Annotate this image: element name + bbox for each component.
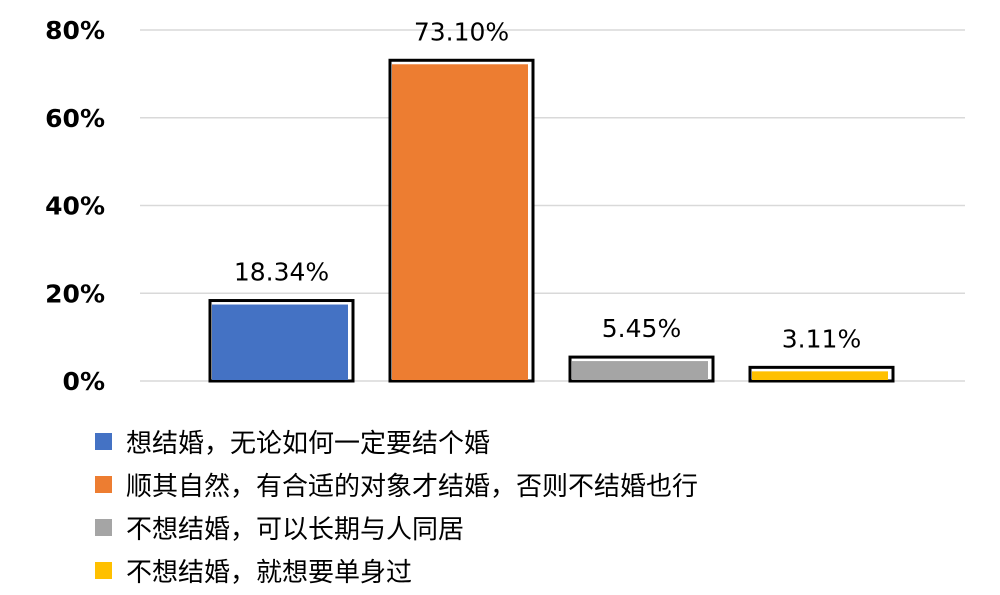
data-label: 18.34% [234,258,329,287]
bar [752,371,888,380]
legend-item: 想结婚，无论如何一定要结个婚 [95,420,698,463]
legend-label: 不想结婚，就想要单身过 [126,558,413,588]
legend-label: 顺其自然，有合适的对象才结婚，否则不结婚也行 [126,472,699,502]
y-tick-label: 60% [45,104,105,133]
legend-swatch [95,519,112,536]
bar [392,64,528,381]
data-label: 73.10% [414,17,509,46]
legend-item: 不想结婚，就想要单身过 [95,549,698,592]
y-tick-label: 40% [45,192,105,221]
y-tick-label: 80% [45,16,105,45]
data-label: 5.45% [602,314,681,343]
legend-item: 顺其自然，有合适的对象才结婚，否则不结婚也行 [95,463,698,506]
legend-item: 不想结婚，可以长期与人同居 [95,506,698,549]
y-tick-label: 20% [45,279,105,308]
legend-label: 想结婚，无论如何一定要结个婚 [126,429,491,459]
y-tick-label: 0% [63,367,105,396]
legend-label: 不想结婚，可以长期与人同居 [126,515,465,545]
legend-swatch [95,433,112,450]
bar [572,361,708,380]
legend: 想结婚，无论如何一定要结个婚顺其自然，有合适的对象才结婚，否则不结婚也行 不想结婚… [95,420,698,592]
legend-swatch [95,476,112,493]
bar [212,304,348,380]
data-label: 3.11% [782,324,861,353]
legend-swatch [95,562,112,579]
